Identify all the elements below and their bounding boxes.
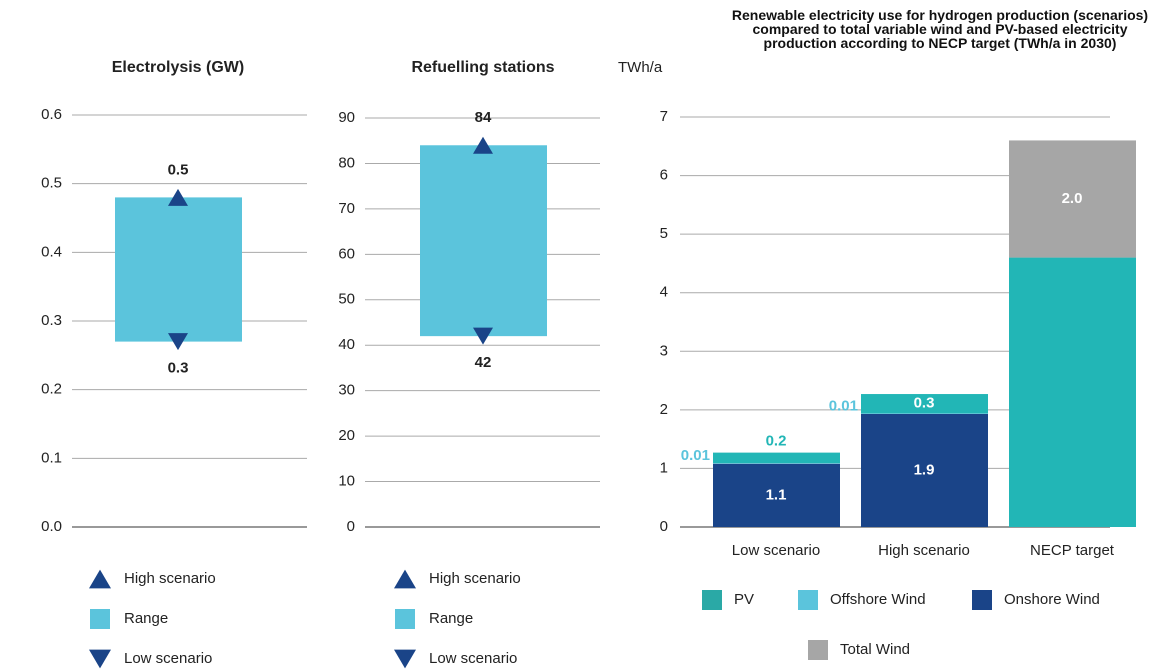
legend-marker xyxy=(89,569,111,589)
legend-label: High scenario xyxy=(124,570,216,587)
legend-marker xyxy=(89,649,111,669)
y-tick-label: 0.6 xyxy=(41,106,62,123)
y-tick-label: 0 xyxy=(660,518,668,535)
y-tick-label: 6 xyxy=(660,167,668,184)
y-tick-label: 80 xyxy=(338,154,355,171)
y-tick-label: 50 xyxy=(338,291,355,308)
y-tick-label: 2 xyxy=(660,401,668,418)
y-tick-label: 40 xyxy=(338,336,355,353)
legend-label: Onshore Wind xyxy=(1004,591,1100,608)
x-tick-label: NECP target xyxy=(1030,542,1115,559)
value-label: 0.5 xyxy=(168,161,189,178)
bar-segment xyxy=(861,413,988,414)
legend-swatch xyxy=(90,609,110,629)
low-marker xyxy=(473,327,493,345)
bar-segment xyxy=(713,463,840,527)
legend-swatch xyxy=(808,640,828,660)
y-tick-label: 90 xyxy=(338,109,355,126)
legend-marker xyxy=(394,649,416,669)
bar-segment xyxy=(1009,140,1136,258)
legend-marker xyxy=(394,569,416,589)
value-label: 42 xyxy=(475,354,492,371)
y-tick-label: 10 xyxy=(338,473,355,490)
y-tick-label: 0.0 xyxy=(41,518,62,535)
y-tick-label: 0 xyxy=(347,518,355,535)
chart-title: Renewable electricity use for hydrogen p… xyxy=(731,7,1149,51)
value-label: 0.2 xyxy=(766,433,787,450)
chart-title: Refuelling stations xyxy=(411,59,554,76)
low-marker xyxy=(168,333,188,351)
value-label: 0.01 xyxy=(829,397,858,414)
legend-swatch xyxy=(702,590,722,610)
value-label: 0.01 xyxy=(681,447,710,464)
legend-label: Total Wind xyxy=(840,641,910,658)
legend-label: PV xyxy=(734,591,754,608)
legend-label: Range xyxy=(124,610,168,627)
bar-segment xyxy=(861,394,988,414)
high-marker xyxy=(168,188,188,206)
bar-segment xyxy=(713,463,840,464)
legend-label: Low scenario xyxy=(429,650,517,667)
bar-segment xyxy=(1009,257,1136,527)
y-tick-label: 3 xyxy=(660,342,668,359)
y-tick-label: 7 xyxy=(660,108,668,125)
chart-title: Electrolysis (GW) xyxy=(112,59,244,76)
y-tick-label: 5 xyxy=(660,225,668,242)
y-tick-label: 0.1 xyxy=(41,449,62,466)
y-tick-label: 0.4 xyxy=(41,243,62,260)
value-label: 0.3 xyxy=(168,360,189,377)
legend-swatch xyxy=(798,590,818,610)
value-label: 2.0 xyxy=(1062,190,1083,207)
x-tick-label: Low scenario xyxy=(732,542,820,559)
legend-label: Range xyxy=(429,610,473,627)
value-label: 1.1 xyxy=(766,486,787,503)
y-axis-label: TWh/a xyxy=(618,59,663,76)
range-box xyxy=(115,197,242,342)
high-marker xyxy=(473,136,493,154)
legend-label: High scenario xyxy=(429,570,521,587)
legend-swatch xyxy=(972,590,992,610)
y-tick-label: 4 xyxy=(660,284,668,301)
legend-label: Low scenario xyxy=(124,650,212,667)
bar-segment xyxy=(861,413,988,527)
y-tick-label: 60 xyxy=(338,245,355,262)
y-tick-label: 0.5 xyxy=(41,175,62,192)
legend-swatch xyxy=(395,609,415,629)
value-label: 0.3 xyxy=(914,395,935,412)
y-tick-label: 1 xyxy=(660,459,668,476)
y-tick-label: 20 xyxy=(338,427,355,444)
value-label: 1.9 xyxy=(914,461,935,478)
legend-label: Offshore Wind xyxy=(830,591,926,608)
y-tick-label: 0.3 xyxy=(41,312,62,329)
y-tick-label: 70 xyxy=(338,200,355,217)
y-tick-label: 30 xyxy=(338,382,355,399)
x-tick-label: High scenario xyxy=(878,542,970,559)
value-label: 84 xyxy=(475,109,492,126)
bar-segment xyxy=(713,452,840,464)
range-box xyxy=(420,145,547,337)
y-tick-label: 0.2 xyxy=(41,381,62,398)
